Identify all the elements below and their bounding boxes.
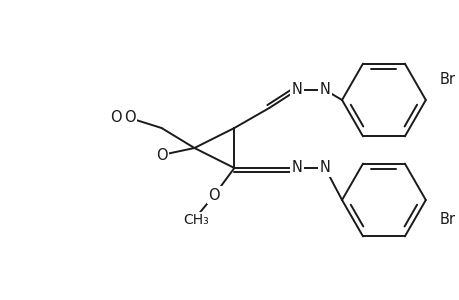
Text: CH₃: CH₃	[183, 213, 209, 227]
Text: N: N	[319, 82, 330, 98]
Text: Br: Br	[439, 212, 455, 227]
Text: O: O	[123, 110, 135, 125]
Text: N: N	[291, 160, 302, 175]
Text: Br: Br	[439, 73, 455, 88]
Text: N: N	[291, 82, 302, 98]
Text: O: O	[208, 188, 220, 202]
Text: N: N	[319, 160, 330, 175]
Text: O: O	[156, 148, 167, 163]
Text: O: O	[110, 110, 121, 125]
